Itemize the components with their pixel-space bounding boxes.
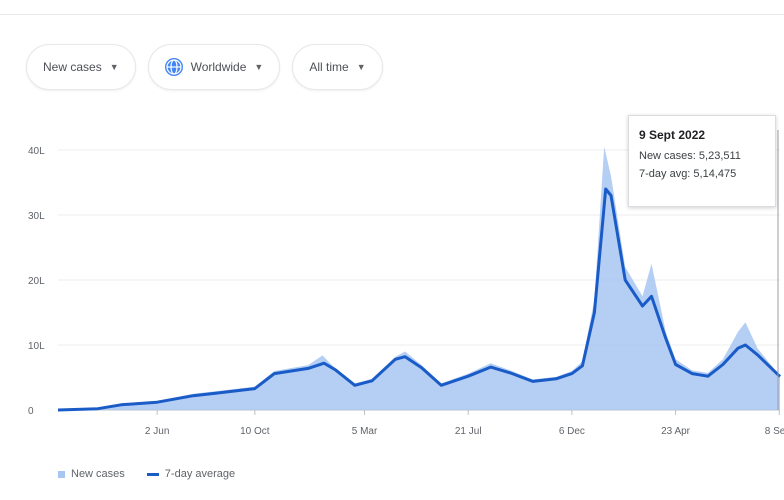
- caret-down-icon: ▼: [254, 62, 264, 72]
- globe-icon: [164, 58, 183, 76]
- tooltip-date: 9 Sept 2022: [639, 128, 706, 142]
- time-range-dropdown-label: All time: [309, 60, 349, 74]
- x-tick-label: 10 Oct: [240, 426, 270, 437]
- tooltip-seven-day-avg: 7-day avg: 5,14,475: [639, 168, 737, 180]
- new-cases-swatch: [58, 470, 65, 478]
- y-tick-label: 20L: [28, 276, 45, 287]
- y-tick-label: 40L: [28, 146, 45, 157]
- region-dropdown[interactable]: Worldwide ▼: [147, 44, 281, 90]
- chart-legend: New cases 7-day average: [58, 468, 235, 480]
- x-axis-ticks: 2 Jun 10 Oct 5 Mar 21 Jul 6 Dec 23 Apr 8 Sept: [145, 410, 784, 437]
- seven-day-average-line: [57, 187, 782, 412]
- seven-day-average-swatch: [146, 472, 159, 476]
- time-range-dropdown[interactable]: All time ▼: [292, 44, 383, 90]
- legend-item-new-cases[interactable]: New cases: [58, 468, 125, 480]
- y-tick-label: 10L: [28, 341, 45, 352]
- tooltip-new-cases: New cases: 5,23,511: [639, 150, 741, 162]
- y-tick-label: 30L: [28, 211, 45, 222]
- legend-label-seven-day-average: 7-day average: [164, 468, 236, 480]
- y-axis-ticks: 0 10L 20L 30L 40L: [28, 146, 45, 417]
- caret-down-icon: ▼: [109, 62, 119, 72]
- y-tick-label: 0: [28, 406, 34, 417]
- filter-bar: New cases ▼ Worldwide ▼ All time ▼: [26, 44, 383, 90]
- metric-dropdown[interactable]: New cases ▼: [26, 44, 136, 90]
- chart-tooltip: 9 Sept 2022 New cases: 5,23,511 7-day av…: [628, 115, 776, 207]
- x-tick-label: 2 Jun: [145, 426, 169, 437]
- x-tick-label: 23 Apr: [661, 426, 691, 437]
- x-tick-label: 21 Jul: [455, 426, 482, 437]
- legend-item-seven-day-average[interactable]: 7-day average: [146, 468, 236, 480]
- metric-dropdown-label: New cases: [43, 60, 102, 74]
- legend-label-new-cases: New cases: [71, 468, 125, 480]
- x-tick-label: 5 Mar: [352, 426, 378, 437]
- region-dropdown-label: Worldwide: [190, 60, 247, 74]
- new-cases-area: [58, 146, 780, 411]
- caret-down-icon: ▼: [356, 62, 366, 72]
- x-tick-label: 8 Sept: [765, 426, 784, 437]
- top-divider: [0, 14, 784, 15]
- x-tick-label: 6 Dec: [559, 426, 585, 437]
